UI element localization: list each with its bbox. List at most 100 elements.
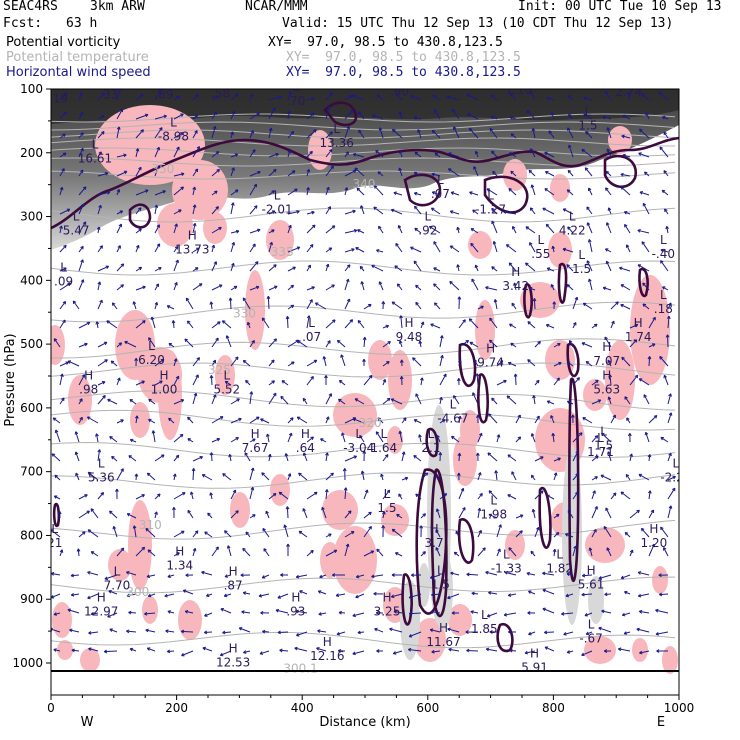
wind-arrowhead [642, 303, 647, 307]
extremum-type: H [602, 340, 611, 354]
extremum-value: 1.5 [578, 118, 597, 132]
wind-arrowhead [629, 453, 633, 457]
wind-vector [192, 548, 196, 557]
wind-vector [374, 628, 384, 633]
wind-vector [429, 225, 441, 234]
wind-vector [663, 547, 669, 557]
wind-arrowhead [586, 260, 590, 264]
wind-vector [401, 451, 405, 462]
wind-vector [148, 593, 156, 597]
wind-vector [325, 247, 332, 253]
wind-vector [493, 241, 498, 253]
wind-vector [546, 494, 555, 500]
wind-vector [488, 592, 498, 595]
wind-vector [325, 472, 334, 481]
pv-shading-blob [584, 636, 616, 664]
wind-vector [396, 513, 403, 519]
pv-contour [477, 373, 489, 424]
wind-arrowhead [655, 632, 660, 636]
wind-vector [531, 184, 536, 196]
wind-arrowhead [615, 301, 619, 305]
wind-arrowhead [224, 574, 229, 578]
wind-vector [358, 129, 365, 139]
wind-arrowhead [120, 419, 124, 423]
wind-vector [344, 210, 356, 215]
wind-vector [472, 209, 479, 215]
wind-vector [245, 380, 251, 386]
wind-arrowhead [451, 611, 455, 615]
wind-arrowhead [176, 146, 180, 151]
wind-arrowhead [271, 190, 275, 194]
wind-arrowhead [348, 510, 352, 514]
extremum-value: 33 [103, 88, 118, 102]
wind-arrowhead [80, 245, 84, 250]
wind-arrowhead [638, 378, 643, 382]
wind-vector [432, 191, 441, 196]
wind-arrowhead [594, 435, 599, 439]
wind-vector [582, 574, 593, 577]
wind-arrowhead [584, 167, 589, 171]
wind-vector [344, 229, 358, 234]
wind-arrowhead [434, 302, 438, 306]
wind-arrowhead [95, 321, 100, 325]
wind-arrowhead [132, 525, 137, 529]
wind-arrowhead [475, 373, 480, 377]
wind-arrowhead [544, 646, 549, 650]
wind-arrowhead [110, 360, 115, 364]
wind-vector [566, 264, 574, 272]
wind-arrowhead [290, 304, 295, 309]
wind-arrowhead [352, 417, 357, 422]
wind-vector [344, 95, 352, 101]
wind-arrowhead [443, 493, 448, 497]
wind-arrowhead [165, 629, 169, 633]
wind-vector [318, 590, 327, 595]
wind-vector [325, 206, 331, 215]
wind-arrowhead [98, 151, 102, 155]
wind-arrowhead [156, 146, 160, 151]
wind-arrowhead [431, 172, 435, 177]
wind-arrowhead [126, 629, 130, 634]
wind-arrowhead [215, 337, 219, 342]
wind-vector [470, 611, 479, 614]
wind-arrowhead [389, 627, 393, 632]
wind-arrowhead [105, 265, 109, 269]
wind-arrowhead [465, 340, 470, 344]
wind-arrowhead [399, 359, 404, 363]
wind-arrowhead [428, 225, 433, 230]
wind-arrowhead [605, 507, 609, 511]
wind-vector [104, 650, 118, 653]
wind-arrowhead [107, 398, 111, 403]
wind-arrowhead [546, 96, 550, 101]
wind-vector [110, 360, 118, 367]
wind-arrowhead [639, 128, 643, 133]
wind-arrowhead [394, 265, 398, 269]
wind-vector [399, 340, 403, 348]
wind-arrowhead [660, 526, 664, 531]
wind-arrowhead [503, 612, 508, 617]
wind-vector [286, 316, 289, 329]
wind-vector [375, 150, 384, 158]
wind-arrowhead [447, 168, 452, 172]
wind-vector [529, 242, 536, 253]
wind-vector [249, 340, 255, 348]
wind-arrowhead [581, 652, 585, 657]
theta-label: 335 [271, 245, 294, 259]
extremum-value: -.67 [579, 632, 602, 646]
wind-vector [258, 593, 270, 597]
extremum-value: 1.5 [572, 262, 591, 276]
wind-vector [306, 112, 315, 120]
wind-arrowhead [474, 264, 479, 269]
wind-vector [504, 571, 517, 576]
wind-arrowhead [123, 153, 127, 158]
wind-arrowhead [626, 91, 631, 96]
wind-arrowhead [433, 283, 437, 287]
wind-arrowhead [430, 323, 434, 327]
wind-vector [262, 528, 270, 538]
wind-arrowhead [453, 395, 457, 399]
extremum-value: 7.70 [104, 579, 131, 593]
pv-shading-blob [388, 350, 412, 410]
wind-arrowhead [420, 377, 424, 381]
wind-arrowhead [256, 112, 260, 116]
wind-vector [529, 207, 536, 215]
wind-arrowhead [106, 320, 110, 324]
